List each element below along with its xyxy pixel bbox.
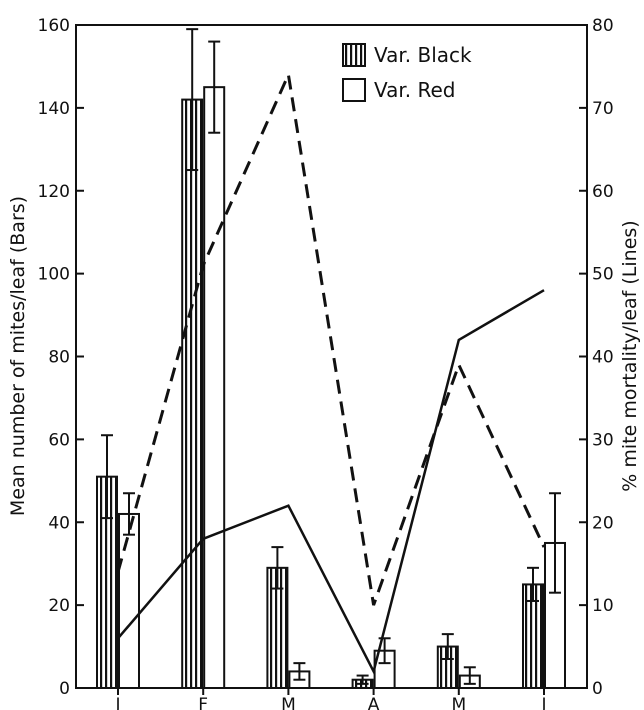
x-tick-label-0: J <box>114 695 120 710</box>
x-tick-label-4: M <box>451 695 466 710</box>
bar-red-0 <box>118 512 140 690</box>
left-tick-label-140: 140 <box>38 99 70 119</box>
x-tick-label-2: M <box>281 695 296 710</box>
right-tick-label-10: 10 <box>592 596 614 616</box>
y-left-title: Mean number of mites/leaf (Bars) <box>7 196 29 516</box>
x-tick-label-1: F <box>198 695 208 710</box>
right-tick-label-50: 50 <box>592 265 614 285</box>
legend-label-black: Var. Black <box>374 43 472 67</box>
right-tick-label-60: 60 <box>592 182 614 202</box>
bars-group <box>96 28 566 690</box>
x-tick-label-5: J <box>540 695 546 710</box>
left-tick-label-100: 100 <box>38 265 70 285</box>
bar-black-1 <box>181 98 204 689</box>
left-tick-label-40: 40 <box>48 513 70 533</box>
y-right-title: % mite mortality/leaf (Lines) <box>619 220 641 491</box>
left-tick-label-120: 120 <box>38 182 70 202</box>
right-tick-label-30: 30 <box>592 430 614 450</box>
left-tick-label-20: 20 <box>48 596 70 616</box>
mortality-line-dashed <box>116 69 546 606</box>
right-axis-ticks: 0 10 20 30 40 50 60 70 80 <box>579 16 614 699</box>
right-tick-label-40: 40 <box>592 348 614 368</box>
right-tick-label-20: 20 <box>592 513 614 533</box>
right-tick-label-70: 70 <box>592 99 614 119</box>
right-tick-label-0: 0 <box>592 679 603 699</box>
lines-group <box>116 69 546 675</box>
legend-swatch-red <box>342 78 366 102</box>
mortality-line-solid <box>117 289 545 675</box>
bar-red-1 <box>203 86 226 689</box>
legend-label-red: Var. Red <box>374 78 455 102</box>
x-tick-label-3: A <box>368 695 380 710</box>
left-tick-label-60: 60 <box>48 430 70 450</box>
left-tick-label-80: 80 <box>48 348 70 368</box>
right-tick-label-80: 80 <box>592 16 614 36</box>
legend-swatch-black <box>342 43 366 67</box>
left-tick-label-0: 0 <box>59 679 70 699</box>
legend: Var. Black Var. Red <box>342 43 472 102</box>
left-tick-label-160: 160 <box>38 16 70 36</box>
left-axis-ticks: 0 20 40 60 80 100 120 140 160 <box>38 16 84 699</box>
